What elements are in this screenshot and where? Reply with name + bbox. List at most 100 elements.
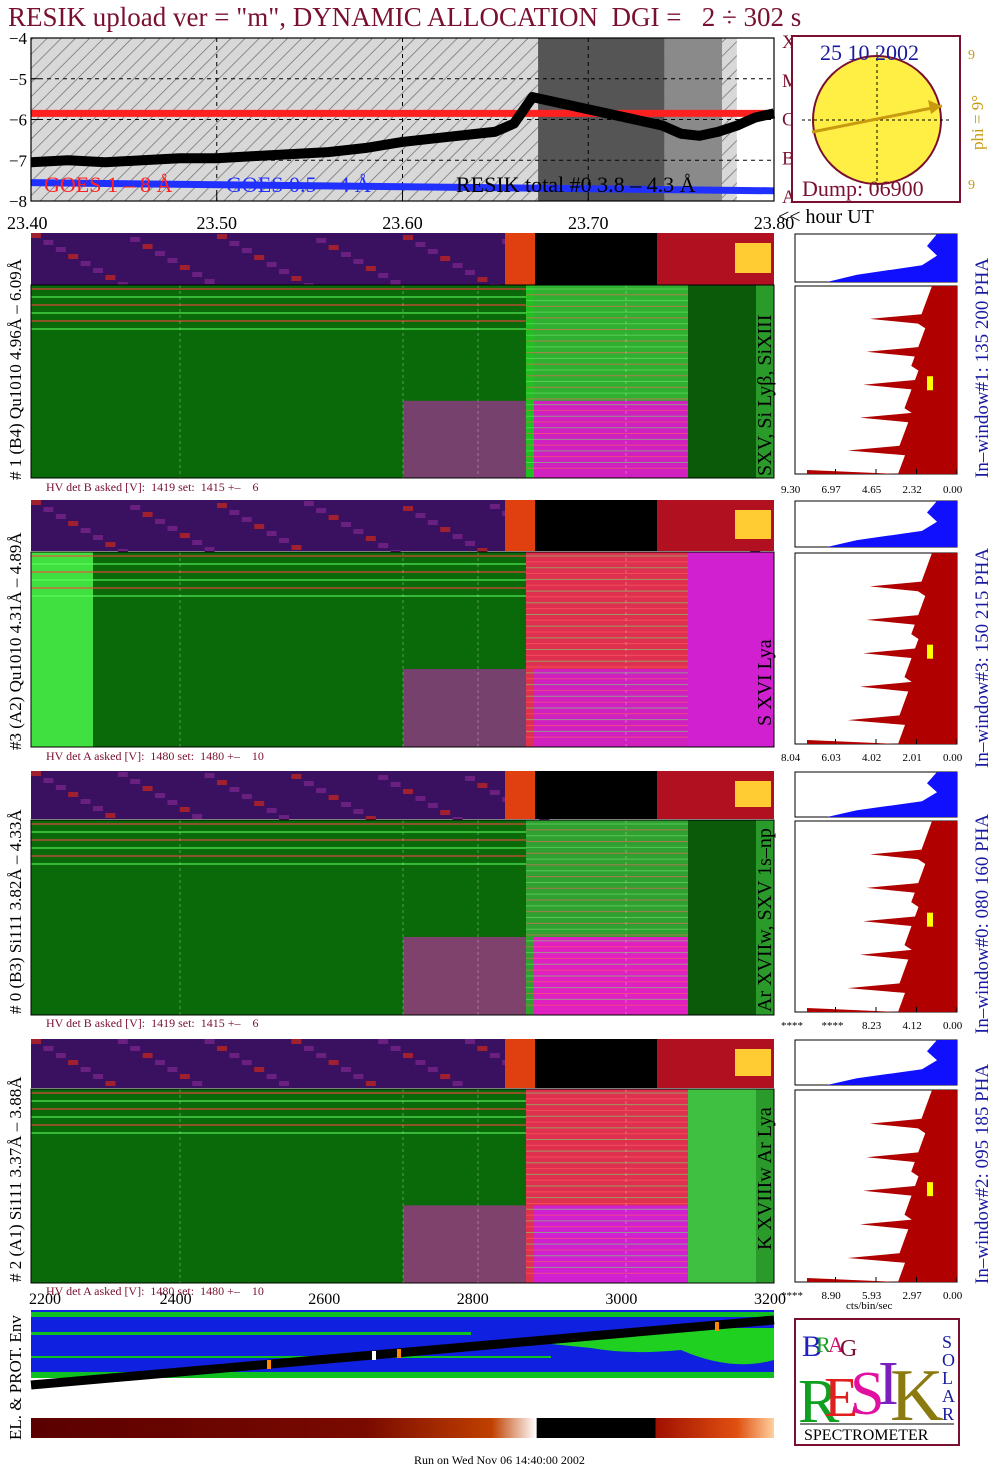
sun-dump: Dump: 06900 — [802, 176, 924, 201]
legend-resik-total: RESIK total #0 3.8 – 4.3 Å — [456, 172, 696, 197]
main-lower-block — [534, 1205, 688, 1283]
strip-noise — [589, 798, 599, 803]
strip-noise — [415, 1060, 426, 1065]
strip-noise — [155, 519, 165, 524]
strip-noise — [489, 504, 500, 509]
strip-noise — [675, 1060, 686, 1065]
strip-gap — [535, 233, 657, 285]
strip-background — [31, 500, 774, 551]
x-tick-label: 23.70 — [568, 213, 609, 233]
bragresik-logo: B R A G R E S I K S O L A R SPECTROMETER — [794, 1318, 960, 1446]
strip-noise — [551, 777, 562, 782]
strip-noise — [254, 524, 265, 529]
strip-noise — [576, 502, 587, 507]
strip-noise — [440, 256, 451, 261]
strip-noise — [341, 1067, 351, 1072]
main-column — [403, 552, 526, 747]
strip-noise — [167, 258, 178, 263]
strip-noise — [539, 1081, 550, 1086]
strip-noise — [663, 278, 674, 283]
main-column — [248, 1089, 403, 1283]
strip-noise — [68, 521, 79, 526]
logo-letter-i: I — [878, 1350, 899, 1418]
hist-tick-label: 8.23 — [862, 1020, 882, 1032]
strip-noise — [713, 528, 723, 533]
strip-noise — [291, 1039, 302, 1044]
strip-noise — [279, 815, 289, 820]
strip-noise — [589, 509, 599, 514]
strip-noise — [663, 1053, 674, 1058]
histogram-3 — [794, 1039, 958, 1283]
hist-tick-label: 2.01 — [902, 752, 922, 764]
hist-tick-label: 9.30 — [781, 484, 801, 496]
strip-noise — [167, 800, 178, 805]
strip-noise — [527, 811, 537, 816]
strip-noise — [527, 253, 537, 258]
y-tick-label: −6 — [9, 111, 27, 130]
strip-noise — [403, 1053, 413, 1058]
window-1-label: In–window#1: 135 200 PHA — [972, 257, 993, 478]
strip-noise — [737, 786, 748, 791]
strip-flare — [505, 233, 535, 285]
strip-noise — [762, 1060, 773, 1065]
strip-noise — [576, 281, 587, 286]
hist-big-fill — [807, 1090, 957, 1282]
strip-noise — [564, 1046, 575, 1051]
strip-noise — [663, 792, 674, 797]
strip-noise — [80, 528, 91, 533]
hist-tick-label: 8.90 — [821, 1290, 841, 1302]
strip-noise — [68, 1060, 79, 1065]
strip-noise — [452, 534, 463, 539]
strip-noise — [316, 788, 327, 793]
hist-tick-label: 4.12 — [902, 1020, 922, 1032]
histogram-0 — [794, 233, 958, 475]
strip-noise — [638, 264, 649, 269]
strip-noise — [353, 529, 364, 534]
strip-noise — [651, 271, 661, 276]
strip-noise — [452, 263, 463, 268]
strip-noise — [477, 277, 488, 282]
strip-noise — [378, 273, 389, 278]
x-tick-label: 23.50 — [197, 213, 238, 233]
strip-noise — [93, 806, 103, 811]
strip-noise — [266, 808, 277, 813]
strip-noise — [440, 1074, 451, 1079]
strip-noise — [266, 531, 277, 536]
strip-noise — [31, 771, 41, 776]
hist-big-frame — [794, 285, 958, 475]
strip-noise — [700, 247, 711, 252]
strip-noise — [303, 283, 314, 288]
strip-noise — [688, 240, 699, 245]
strip-noise — [527, 1074, 537, 1079]
channel-0-lines: Ar XVIIw, SXV 1s–np — [754, 828, 776, 1012]
y-tick-label: −8 — [9, 192, 27, 211]
strip-noise — [564, 546, 575, 551]
strip-noise — [167, 1067, 178, 1072]
strip-noise — [31, 500, 41, 505]
strip-noise — [43, 778, 54, 783]
lightcurve-x-unit: << hour UT — [778, 206, 874, 228]
strip-noise — [638, 1039, 649, 1044]
strip-noise — [241, 517, 252, 522]
main-column — [31, 1089, 93, 1283]
strip-noise — [626, 1081, 637, 1086]
strip-noise — [80, 261, 91, 266]
strip-noise — [440, 810, 451, 815]
hist-tick-label: 0.00 — [943, 484, 963, 496]
hist-marker — [927, 912, 933, 927]
strip-noise — [700, 813, 711, 818]
strip-noise — [328, 245, 339, 250]
hist-small-frame — [794, 500, 958, 548]
strip-noise — [117, 772, 128, 777]
hist-small-fill — [827, 1040, 957, 1085]
strip-background — [31, 233, 774, 285]
channel-2-hv: HV det A asked [V]: 1480 set: 1480 +– 10 — [46, 1284, 264, 1298]
strip-noise — [613, 250, 624, 255]
y-tick-label: −4 — [9, 29, 28, 48]
logo-letter-s1: S — [850, 1360, 884, 1428]
y-tick-label: −7 — [9, 151, 28, 170]
strip-noise — [737, 1046, 748, 1051]
channel-2-label: # 2 (A1) Si111 3.37Å – 3.88Å — [6, 1076, 25, 1282]
strip-noise — [43, 240, 54, 245]
spectrogram-channel-2 — [30, 771, 775, 1016]
